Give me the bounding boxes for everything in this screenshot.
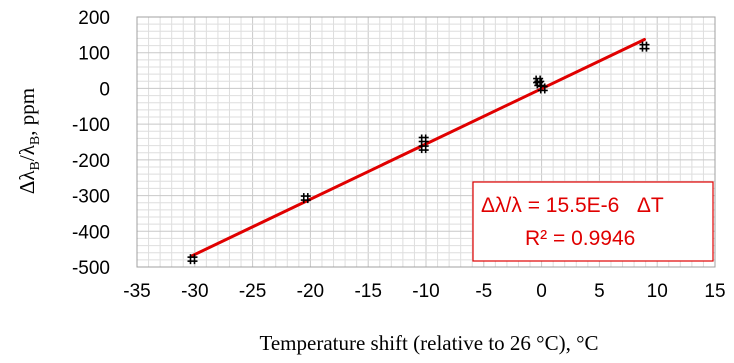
data-points	[187, 41, 650, 265]
data-point	[537, 83, 548, 94]
x-tick-label: -20	[297, 281, 324, 302]
y-tick-label: -100	[72, 115, 110, 136]
y-axis-label: ΔλB/λB, ppm	[15, 88, 43, 194]
y-label-delta: Δλ	[15, 170, 39, 195]
x-axis-label: Temperature shift (relative to 26 °C), °…	[260, 331, 599, 355]
annotation-box	[472, 181, 714, 262]
y-tick-label: 0	[99, 79, 110, 100]
annotation-r-squared: R² = 0.9946	[525, 227, 635, 250]
y-label-sub2: B	[28, 136, 43, 145]
x-tick-label: -25	[239, 281, 266, 302]
annotation-equation: Δλ/λ = 15.5E-6 ΔT	[481, 194, 664, 217]
y-label-slash: /λ	[15, 144, 39, 161]
y-tick-label: -400	[72, 222, 110, 243]
x-tick-label: 5	[594, 281, 605, 302]
data-point	[187, 254, 198, 265]
x-tick-label: -15	[354, 281, 381, 302]
data-point	[418, 143, 429, 154]
data-point	[418, 134, 429, 145]
data-point	[639, 41, 650, 52]
y-tick-labels: 200 100 0 -100 -200 -300 -400 -500	[72, 8, 110, 279]
x-tick-label: 15	[704, 281, 725, 302]
x-tick-label: -10	[412, 281, 439, 302]
x-tick-label: 0	[536, 281, 547, 302]
x-tick-label: 10	[647, 281, 668, 302]
y-tick-label: -300	[72, 187, 110, 208]
y-tick-label: 200	[78, 8, 110, 29]
x-tick-labels: -35 -30 -25 -20 -15 -10 -5 0 5 10 15	[123, 281, 725, 302]
y-tick-label: -500	[72, 258, 110, 279]
y-tick-label: -200	[72, 151, 110, 172]
data-point	[300, 193, 311, 204]
fit-line	[190, 38, 646, 258]
y-label-tail: , ppm	[15, 88, 39, 136]
x-tick-label: -35	[123, 281, 150, 302]
plot-area	[136, 16, 716, 268]
y-tick-label: 100	[78, 44, 110, 65]
y-label-sub1: B	[28, 161, 43, 170]
x-tick-label: -30	[181, 281, 208, 302]
x-tick-label: -5	[475, 281, 492, 302]
